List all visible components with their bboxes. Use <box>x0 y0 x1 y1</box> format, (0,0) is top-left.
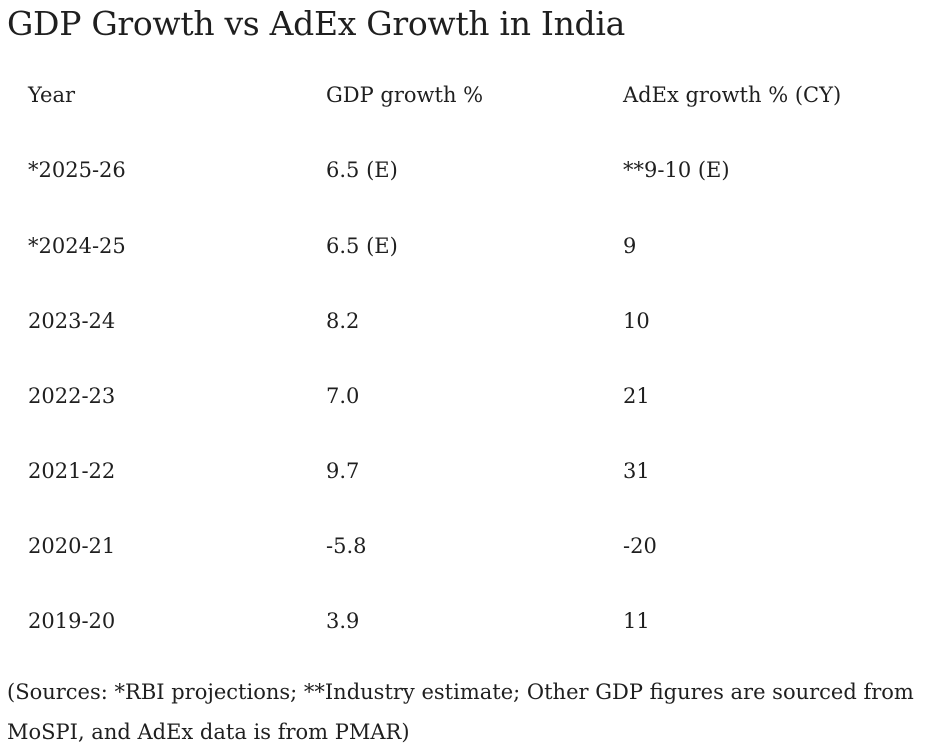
year-cell: 2022-23 <box>28 384 116 408</box>
header-year: Year <box>28 83 76 107</box>
year-cell: *2024-25 <box>28 234 126 258</box>
gdp-growth-cell: 3.9 <box>326 609 360 633</box>
adex-growth-cell: 9 <box>623 234 637 258</box>
adex-growth-cell: 31 <box>623 459 650 483</box>
gdp-growth-cell: 7.0 <box>326 384 360 408</box>
gdp-growth-cell: 8.2 <box>326 309 360 333</box>
header-gdp-growth: GDP growth % <box>326 83 484 107</box>
gdp-growth-cell: 6.5 (E) <box>326 158 398 182</box>
adex-growth-cell: -20 <box>623 534 657 558</box>
header-adex-growth: AdEx growth % (CY) <box>623 83 842 107</box>
adex-growth-cell: 11 <box>623 609 650 633</box>
year-cell: *2025-26 <box>28 158 126 182</box>
adex-growth-cell: **9-10 (E) <box>623 158 730 182</box>
year-cell: 2020-21 <box>28 534 116 558</box>
year-cell: 2019-20 <box>28 609 116 633</box>
gdp-growth-cell: 9.7 <box>326 459 360 483</box>
sources-footnote: (Sources: *RBI projections; **Industry e… <box>7 680 914 744</box>
gdp-growth-cell: -5.8 <box>326 534 367 558</box>
year-cell: 2021-22 <box>28 459 116 483</box>
adex-growth-cell: 21 <box>623 384 650 408</box>
year-cell: 2023-24 <box>28 309 116 333</box>
gdp-growth-cell: 6.5 (E) <box>326 234 398 258</box>
adex-growth-cell: 10 <box>623 309 650 333</box>
page-title: GDP Growth vs AdEx Growth in India <box>7 4 625 43</box>
